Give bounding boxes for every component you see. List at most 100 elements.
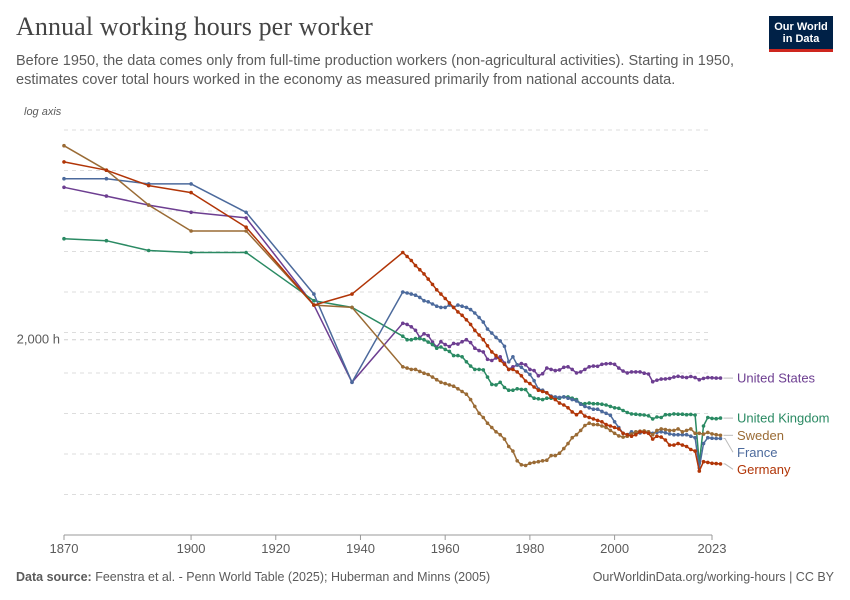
data-point[interactable] xyxy=(443,347,448,352)
data-point[interactable] xyxy=(350,292,354,296)
data-point[interactable] xyxy=(439,292,443,296)
data-point[interactable] xyxy=(405,291,409,295)
data-point[interactable] xyxy=(506,367,511,372)
data-point[interactable] xyxy=(473,346,477,351)
data-point[interactable] xyxy=(104,238,109,243)
data-point[interactable] xyxy=(714,432,718,437)
data-point[interactable] xyxy=(443,342,448,347)
data-point[interactable] xyxy=(667,412,672,417)
data-point[interactable] xyxy=(540,371,545,376)
data-point[interactable] xyxy=(498,355,503,359)
data-point[interactable] xyxy=(680,412,685,417)
data-point[interactable] xyxy=(523,379,528,383)
data-point[interactable] xyxy=(62,185,66,190)
data-point[interactable] xyxy=(511,355,515,359)
data-point[interactable] xyxy=(528,367,532,372)
data-point[interactable] xyxy=(409,258,414,263)
data-point[interactable] xyxy=(146,203,151,207)
data-point[interactable] xyxy=(473,328,477,333)
data-point[interactable] xyxy=(638,412,642,417)
data-point[interactable] xyxy=(511,388,515,393)
data-point[interactable] xyxy=(515,370,519,374)
data-point[interactable] xyxy=(62,160,66,164)
data-point[interactable] xyxy=(706,375,710,380)
data-point[interactable] xyxy=(244,225,248,229)
data-point[interactable] xyxy=(710,436,714,441)
data-point[interactable] xyxy=(401,321,405,326)
data-point[interactable] xyxy=(714,376,718,380)
data-point[interactable] xyxy=(562,365,566,370)
series-line[interactable] xyxy=(63,186,721,384)
data-point[interactable] xyxy=(714,416,718,421)
data-point[interactable] xyxy=(502,385,507,390)
data-point[interactable] xyxy=(676,374,680,379)
data-point[interactable] xyxy=(684,432,689,437)
data-point[interactable] xyxy=(532,396,536,401)
data-point[interactable] xyxy=(485,375,490,379)
data-point[interactable] xyxy=(523,363,528,367)
data-point[interactable] xyxy=(718,462,723,466)
data-point[interactable] xyxy=(612,362,617,367)
data-point[interactable] xyxy=(574,399,579,403)
data-point[interactable] xyxy=(532,385,536,389)
data-point[interactable] xyxy=(418,336,422,341)
data-point[interactable] xyxy=(506,388,511,393)
data-point[interactable] xyxy=(540,389,545,394)
data-point[interactable] xyxy=(244,210,248,215)
data-point[interactable] xyxy=(422,272,426,276)
data-point[interactable] xyxy=(718,416,723,420)
data-point[interactable] xyxy=(430,342,435,347)
data-point[interactable] xyxy=(447,383,452,387)
data-point[interactable] xyxy=(638,430,642,434)
data-point[interactable] xyxy=(418,369,422,374)
data-point[interactable] xyxy=(697,431,702,436)
data-point[interactable] xyxy=(468,340,473,345)
data-point[interactable] xyxy=(523,369,528,373)
data-point[interactable] xyxy=(591,407,596,412)
data-point[interactable] xyxy=(718,376,723,380)
data-point[interactable] xyxy=(434,288,439,292)
data-point[interactable] xyxy=(451,353,456,358)
series-label[interactable]: Germany xyxy=(737,462,791,477)
data-point[interactable] xyxy=(583,367,587,372)
data-point[interactable] xyxy=(511,367,515,372)
data-point[interactable] xyxy=(553,397,558,402)
data-point[interactable] xyxy=(553,453,558,458)
data-point[interactable] xyxy=(422,332,426,336)
data-point[interactable] xyxy=(104,194,109,198)
data-point[interactable] xyxy=(523,387,528,392)
data-point[interactable] xyxy=(481,415,486,420)
data-point[interactable] xyxy=(498,380,503,385)
data-point[interactable] xyxy=(625,410,630,415)
data-point[interactable] xyxy=(659,435,663,439)
data-point[interactable] xyxy=(350,380,354,385)
data-point[interactable] xyxy=(600,420,604,424)
data-point[interactable] xyxy=(189,229,193,233)
data-point[interactable] xyxy=(549,367,553,372)
data-point[interactable] xyxy=(477,367,481,372)
data-point[interactable] xyxy=(490,331,494,335)
data-point[interactable] xyxy=(634,430,638,434)
data-point[interactable] xyxy=(464,392,469,397)
data-point[interactable] xyxy=(511,365,515,369)
data-point[interactable] xyxy=(676,441,680,446)
data-point[interactable] xyxy=(676,427,680,431)
data-point[interactable] xyxy=(519,365,524,370)
data-point[interactable] xyxy=(583,404,587,409)
data-point[interactable] xyxy=(189,250,193,255)
data-point[interactable] xyxy=(426,333,431,338)
data-point[interactable] xyxy=(490,350,494,354)
data-point[interactable] xyxy=(464,360,469,364)
data-point[interactable] xyxy=(574,432,579,437)
data-point[interactable] xyxy=(473,367,477,372)
data-point[interactable] xyxy=(557,451,562,456)
data-point[interactable] xyxy=(676,432,680,437)
data-point[interactable] xyxy=(634,412,638,417)
data-point[interactable] xyxy=(244,250,248,255)
data-point[interactable] xyxy=(629,434,634,439)
data-point[interactable] xyxy=(672,443,676,447)
data-point[interactable] xyxy=(549,453,553,458)
data-point[interactable] xyxy=(473,404,477,409)
data-point[interactable] xyxy=(413,328,418,333)
data-point[interactable] xyxy=(701,432,706,436)
